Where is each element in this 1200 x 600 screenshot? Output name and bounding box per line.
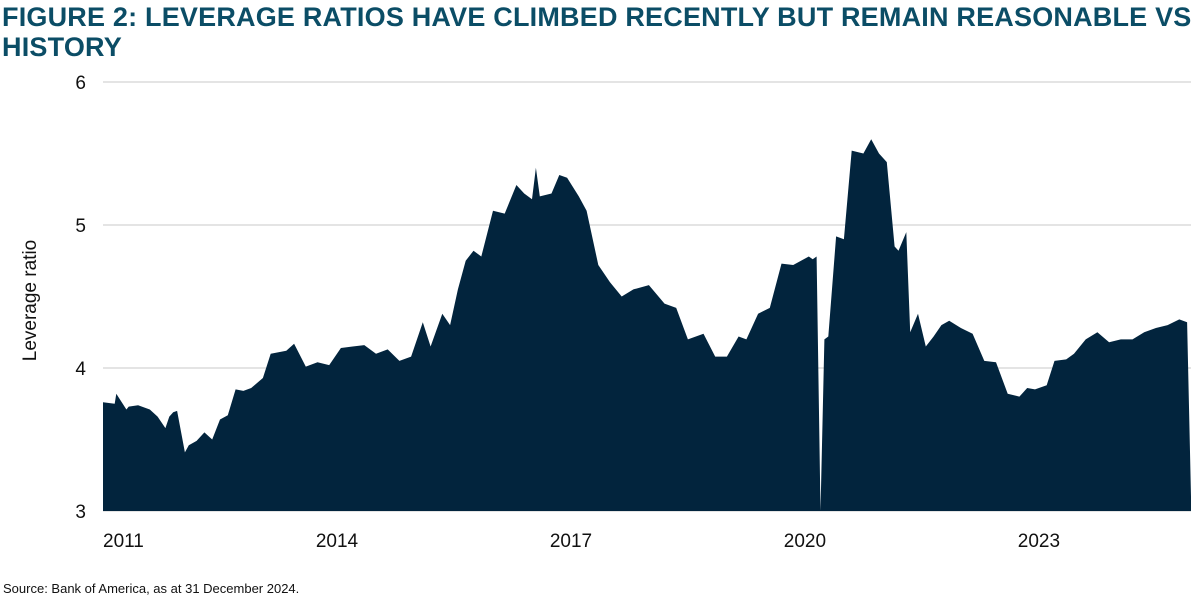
x-tick-label: 2011	[103, 531, 144, 552]
area-series	[103, 139, 1191, 511]
x-tick-label: 2017	[550, 531, 592, 552]
y-axis-label: Leverage ratio	[20, 240, 41, 361]
leverage-ratio-area	[103, 139, 1191, 511]
y-tick-label: 4	[75, 359, 86, 380]
source-note: Source: Bank of America, as at 31 Decemb…	[3, 581, 300, 596]
x-tick-label: 2014	[316, 531, 359, 552]
x-tick-label: 2023	[1018, 531, 1060, 552]
y-tick-label: 3	[75, 502, 86, 523]
x-tick-label: 2020	[784, 531, 826, 552]
y-tick-label: 6	[75, 73, 86, 94]
x-tick-labels: 2011 2014 2017 2020 2023	[103, 531, 1060, 552]
chart-title: FIGURE 2: LEVERAGE RATIOS HAVE CLIMBED R…	[2, 2, 1192, 62]
y-tick-labels: 3 4 5 6	[75, 73, 86, 523]
y-tick-label: 5	[75, 216, 86, 237]
